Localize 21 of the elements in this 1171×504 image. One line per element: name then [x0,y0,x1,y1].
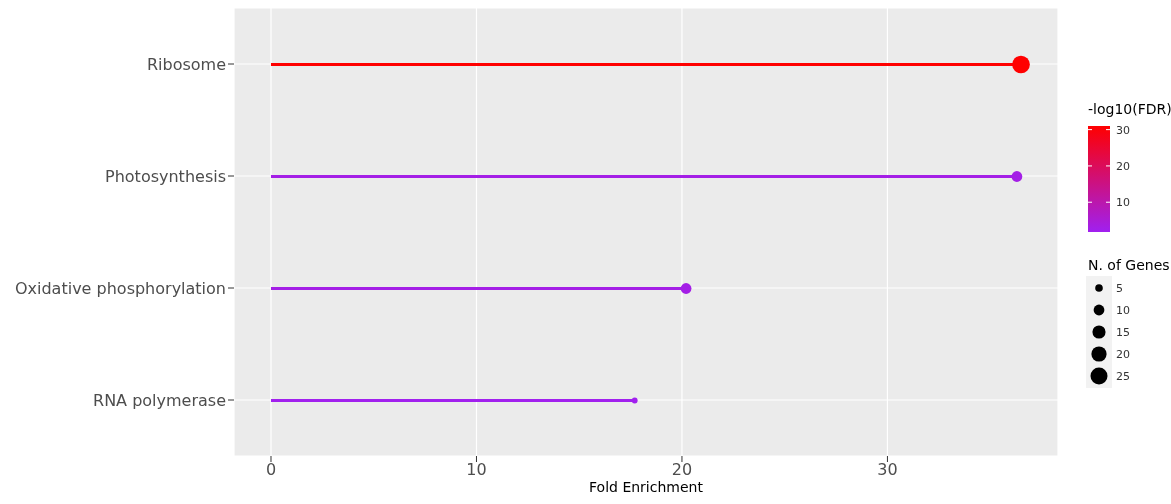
y-tick-label: RNA polymerase [93,390,226,410]
color-bar-title: -log10(FDR) [1088,101,1171,117]
y-tick-label: Ribosome [146,54,226,74]
point [680,283,692,294]
color-bar-label: 30 [1116,123,1130,137]
color-bar-label: 10 [1116,196,1130,210]
x-tick-label: 0 [265,460,277,480]
color-bar-label: 20 [1116,159,1130,173]
legend-label: 15 [1116,326,1130,339]
legend-label: 25 [1116,370,1130,383]
y-tick-label: Photosynthesis [105,166,226,186]
x-tick-label: 30 [877,460,898,480]
x-tick-label: 20 [671,460,693,480]
legend-label: 5 [1116,282,1123,295]
x-axis-title: Fold Enrichment [589,479,704,495]
legend-label: 10 [1116,304,1130,317]
legend-title: N. of Genes [1088,257,1170,273]
legend-label: 20 [1116,348,1130,361]
x-tick-label: 10 [466,460,487,480]
point [1011,171,1023,182]
y-tick-label: Oxidative phosphorylation [14,278,226,298]
